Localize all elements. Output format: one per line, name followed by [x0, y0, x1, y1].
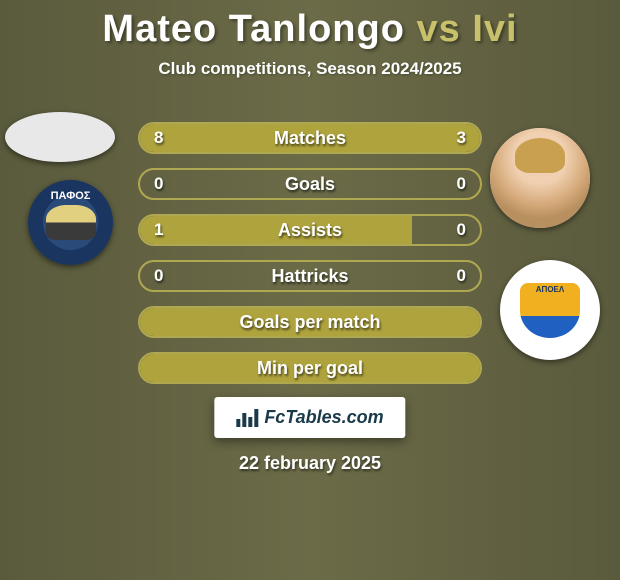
player2-photo	[490, 128, 590, 228]
badge-left-shape	[46, 205, 96, 240]
stat-fill-left	[140, 124, 385, 152]
stat-value-left: 1	[154, 220, 163, 240]
stat-value-left: 0	[154, 174, 163, 194]
attribution-badge: FcTables.com	[214, 397, 405, 438]
stat-row: Goals per match	[138, 306, 482, 338]
subtitle: Club competitions, Season 2024/2025	[0, 59, 620, 79]
stat-row: 0 0 Goals	[138, 168, 482, 200]
stat-label: Goals per match	[239, 312, 380, 333]
date: 22 february 2025	[0, 453, 620, 474]
stat-row: 1 0 Assists	[138, 214, 482, 246]
bar-chart-icon	[236, 409, 258, 427]
stat-value-right: 0	[457, 220, 466, 240]
player1-club-badge: ΠΑΦΟΣ	[28, 180, 113, 265]
stat-label: Assists	[278, 220, 342, 241]
stat-value-right: 0	[457, 266, 466, 286]
stat-value-right: 3	[457, 128, 466, 148]
stat-row: 0 0 Hattricks	[138, 260, 482, 292]
badge-left-text: ΠΑΦΟΣ	[51, 190, 91, 202]
attribution-text: FcTables.com	[264, 407, 383, 428]
stat-row: Min per goal	[138, 352, 482, 384]
stat-value-left: 0	[154, 266, 163, 286]
player1-photo	[5, 112, 115, 162]
badge-right-text: ΑΠΟΕΛ	[520, 285, 580, 294]
comparison-title: Mateo Tanlongo vs Ivi	[0, 0, 620, 51]
stat-label: Matches	[274, 128, 346, 149]
stat-value-right: 0	[457, 174, 466, 194]
stat-label: Min per goal	[257, 358, 363, 379]
stat-fill-left	[140, 216, 412, 244]
player2-name: Ivi	[472, 8, 517, 50]
stat-label: Goals	[285, 174, 335, 195]
stats-panel: 8 3 Matches 0 0 Goals 1 0 Assists 0 0 Hattricks Goal…	[138, 122, 482, 398]
player1-name: Mateo Tanlongo	[102, 8, 405, 50]
stat-row: 8 3 Matches	[138, 122, 482, 154]
stat-label: Hattricks	[271, 266, 348, 287]
stat-value-left: 8	[154, 128, 163, 148]
player2-club-badge: ΑΠΟΕΛ	[500, 260, 600, 360]
title-vs: vs	[416, 8, 460, 50]
